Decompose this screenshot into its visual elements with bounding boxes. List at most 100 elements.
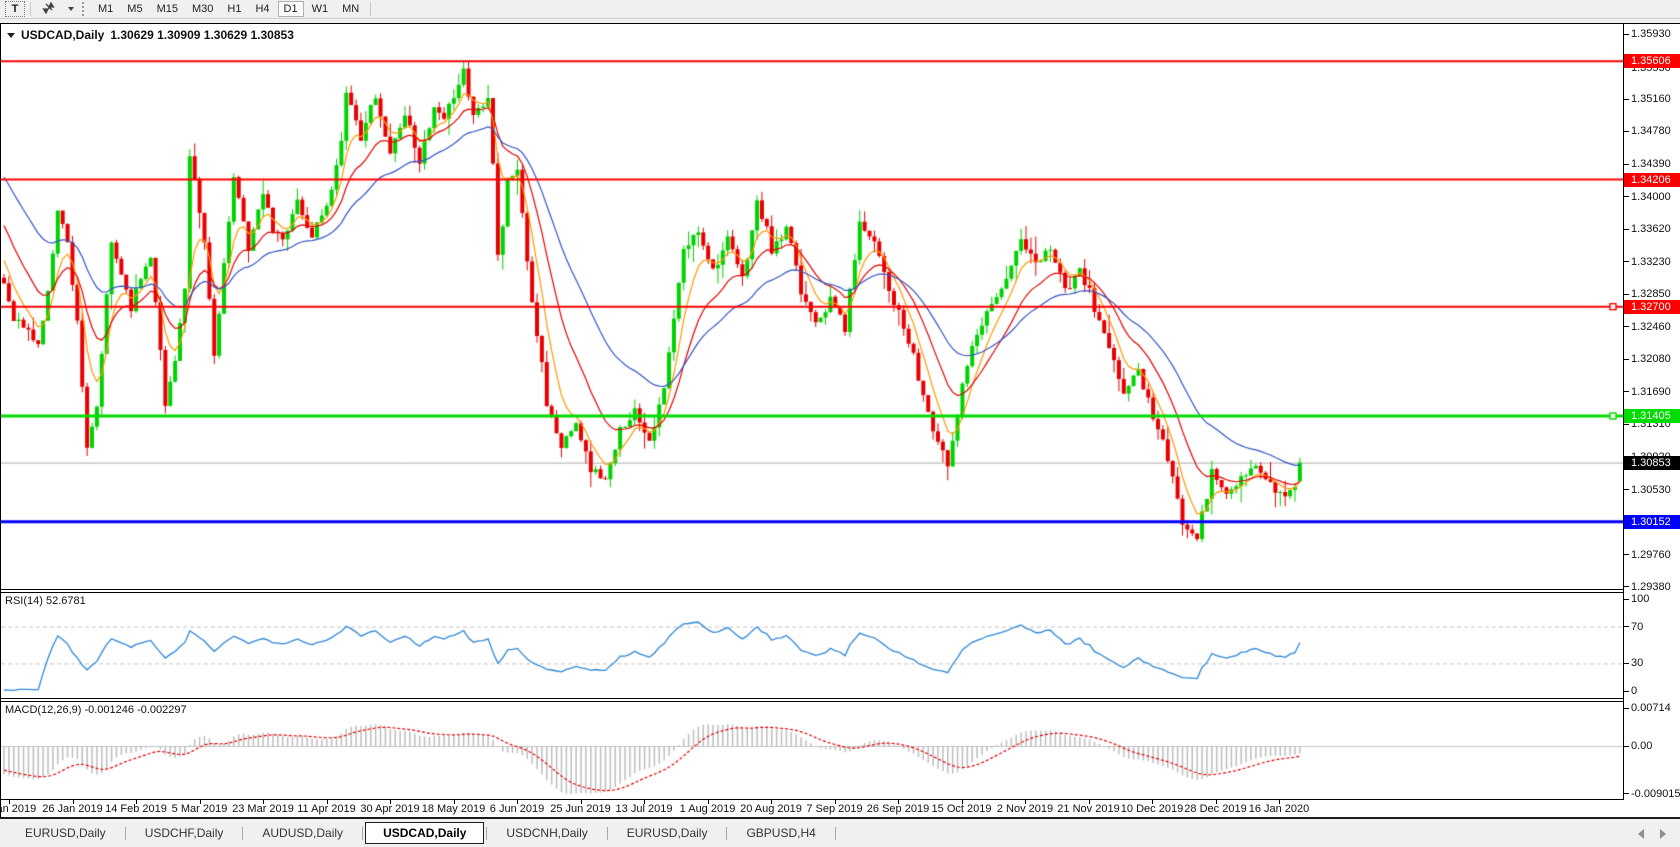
pane-separator[interactable]	[1, 698, 1623, 702]
price-tick-label: 1.34390	[1631, 158, 1671, 170]
axis-tick-mark	[1624, 293, 1629, 295]
tab-scroll-right-icon[interactable]	[1660, 829, 1666, 839]
tab-separator	[726, 826, 728, 840]
date-tick-mark	[1152, 800, 1153, 804]
rsi-pane-canvas[interactable]	[1, 593, 1623, 698]
date-tick-label: 30 Apr 2019	[360, 803, 420, 815]
level-price-label[interactable]: 1.32700	[1624, 299, 1680, 314]
date-tick-label: 15 Oct 2019	[931, 803, 992, 815]
timeframe-m15-button[interactable]: M15	[151, 1, 184, 17]
date-tick-mark	[961, 800, 963, 804]
chart-tab-bar: EURUSD,Daily USDCHF,Daily AUDUSD,Daily U…	[0, 817, 1680, 847]
timeframe-m1-button[interactable]: M1	[92, 1, 119, 17]
date-tick-label: 6 Jun 2019	[489, 803, 545, 815]
tab-gbpusd-h4[interactable]: GBPUSD,H4	[746, 826, 816, 840]
timeframe-w1-button[interactable]: W1	[306, 1, 335, 17]
price-tick-label: 1.34000	[1631, 190, 1671, 203]
toolbar-separator	[30, 2, 31, 16]
date-tick-label: 18 May 2019	[421, 803, 486, 815]
tab-scroll-left-icon[interactable]	[1638, 829, 1644, 839]
date-tick-label: 21 Nov 2019	[1057, 803, 1120, 815]
date-tick-label: 20 Aug 2019	[740, 803, 802, 815]
axis-tick-mark	[1624, 489, 1629, 491]
timeframe-h4-button[interactable]: H4	[249, 1, 275, 17]
current-price-label: 1.30853	[1624, 455, 1680, 470]
level-price-label[interactable]: 1.30152	[1624, 514, 1680, 529]
rsi-indicator-label: RSI(14) 52.6781	[5, 595, 86, 607]
axis-tick-mark	[1624, 98, 1629, 100]
price-tick-label: 1.31690	[1631, 385, 1671, 398]
timeframe-h1-button[interactable]: H1	[221, 1, 247, 17]
rsi-tick-label: 30	[1631, 657, 1644, 670]
timeframe-mn-button[interactable]: MN	[336, 1, 365, 17]
text-tool-button[interactable]: T	[5, 1, 25, 17]
timeframe-m5-button[interactable]: M5	[121, 1, 148, 17]
tab-eurusd-daily-2[interactable]: EURUSD,Daily	[626, 826, 708, 840]
date-tick-mark	[771, 800, 772, 804]
date-tick-mark	[1088, 800, 1090, 804]
tab-usdcnh-daily[interactable]: USDCNH,Daily	[506, 826, 588, 840]
macd-tick-label: 0.00714	[1631, 702, 1671, 714]
price-tick-label: 1.29760	[1631, 548, 1671, 561]
level-price-label[interactable]: 1.34206	[1624, 172, 1680, 187]
toolbar-separator	[370, 2, 372, 16]
rsi-tick-label: 70	[1631, 620, 1644, 633]
date-tick-label: 16 Jan 2020	[1248, 803, 1310, 815]
date-tick-label: 26 Jan 2019	[42, 803, 103, 815]
toolbar: T M1 M5 M15 M30 H1 H4 D1 W1 MN	[0, 0, 1680, 19]
timeframe-d1-button[interactable]: D1	[277, 1, 304, 17]
axis-tick-mark	[1624, 391, 1629, 393]
date-tick-label: 5 Mar 2019	[171, 803, 228, 815]
chart-symbol-label: USDCAD,Daily	[21, 28, 105, 42]
tab-audusd-daily[interactable]: AUDUSD,Daily	[262, 826, 344, 840]
price-tick-label: 1.29380	[1631, 580, 1671, 593]
text-tool-icon: T	[11, 3, 19, 15]
date-tick-label: 10 Dec 2019	[1120, 803, 1184, 815]
axis-tick-mark	[1624, 33, 1629, 35]
date-tick-mark	[326, 800, 328, 804]
date-tick-label: 26 Sep 2019	[866, 803, 930, 815]
axis-tick-mark	[1624, 745, 1629, 747]
main-chart-canvas[interactable]	[1, 25, 1623, 589]
chart-ohlc-values: 1.30629 1.30909 1.30629 1.30853	[110, 28, 294, 42]
axis-tick-mark	[1624, 196, 1629, 198]
axis-tick-mark	[1624, 554, 1629, 556]
axis-tick-mark	[1624, 423, 1629, 425]
chevron-down-icon	[68, 7, 74, 11]
axis-tick-mark	[1624, 626, 1629, 628]
price-tick-label: 1.32460	[1631, 320, 1671, 333]
axis-tick-mark	[1624, 326, 1629, 328]
date-tick-mark	[9, 800, 10, 804]
date-tick-mark	[834, 800, 836, 804]
tab-usdchf-daily[interactable]: USDCHF,Daily	[144, 826, 224, 840]
level-price-label[interactable]: 1.31405	[1624, 409, 1680, 423]
tab-eurusd-daily-1[interactable]: EURUSD,Daily	[25, 826, 106, 840]
date-tick-mark	[517, 800, 518, 804]
date-tick-mark	[707, 800, 709, 804]
arrow-objects-dropdown-button[interactable]	[63, 1, 77, 17]
arrow-objects-button[interactable]	[36, 1, 61, 17]
date-tick-label: 13 Jul 2019	[615, 803, 673, 815]
price-tick-label: 1.33620	[1631, 223, 1671, 235]
toolbar-grip[interactable]	[82, 2, 85, 16]
price-tick-label: 1.34780	[1631, 125, 1671, 138]
axis-tick-mark	[1624, 261, 1629, 263]
tab-separator	[362, 826, 364, 840]
level-price-label[interactable]: 1.35606	[1624, 54, 1680, 69]
chart-menu-icon[interactable]	[7, 32, 15, 38]
macd-tick-label: 0.00	[1631, 740, 1653, 752]
plot-right-border	[1623, 24, 1624, 800]
tab-usdcad-daily[interactable]: USDCAD,Daily	[365, 822, 485, 844]
timeframe-m30-button[interactable]: M30	[186, 1, 219, 17]
axis-tick-mark	[1624, 598, 1629, 600]
date-tick-label: 8 Jan 2019	[0, 803, 37, 815]
axis-tick-mark	[1624, 163, 1629, 165]
price-tick-label: 1.35160	[1631, 93, 1671, 105]
macd-pane-canvas[interactable]	[1, 702, 1623, 800]
date-tick-mark	[644, 800, 645, 804]
date-tick-mark	[580, 800, 582, 804]
macd-tick-label: -0.009015	[1631, 787, 1680, 800]
pane-separator[interactable]	[1, 589, 1623, 593]
price-axis[interactable]: 1.359301.355301.351601.347801.343901.340…	[1624, 24, 1680, 800]
